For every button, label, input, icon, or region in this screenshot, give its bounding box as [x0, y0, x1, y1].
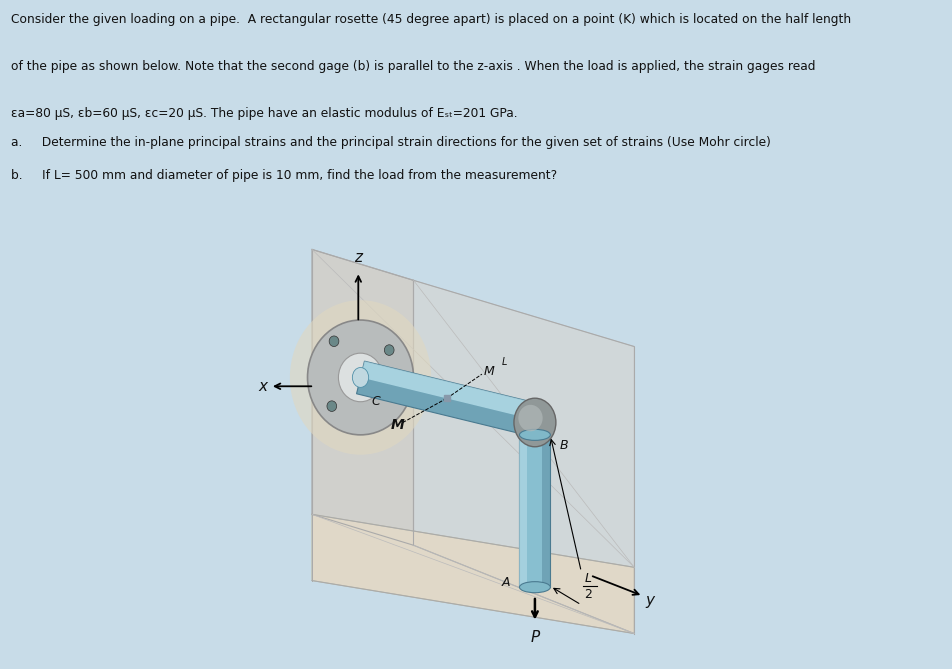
Text: εa=80 μS, εb=60 μS, εc=20 μS. The pipe have an elastic modulus of Eₛₜ=201 GPa.: εa=80 μS, εb=60 μS, εc=20 μS. The pipe h… [11, 107, 518, 120]
Polygon shape [312, 250, 413, 545]
Polygon shape [312, 514, 634, 634]
Polygon shape [413, 280, 634, 634]
Polygon shape [361, 361, 537, 419]
Ellipse shape [514, 398, 556, 447]
Polygon shape [520, 435, 550, 587]
Text: L: L [585, 572, 591, 585]
Text: x: x [258, 379, 267, 394]
Text: Consider the given loading on a pipe.  A rectangular rosette (45 degree apart) i: Consider the given loading on a pipe. A … [11, 13, 851, 25]
Text: P: P [530, 630, 540, 645]
Text: y: y [645, 593, 654, 608]
Text: M: M [485, 365, 495, 379]
Text: A: A [502, 576, 510, 589]
Polygon shape [543, 435, 550, 587]
Text: b.     If L= 500 mm and diameter of pipe is 10 mm, find the load from the measur: b. If L= 500 mm and diameter of pipe is … [11, 169, 558, 183]
Text: L: L [502, 357, 507, 367]
Polygon shape [357, 377, 533, 436]
Ellipse shape [329, 336, 339, 347]
Polygon shape [357, 361, 537, 436]
Ellipse shape [385, 345, 394, 355]
Ellipse shape [520, 429, 550, 440]
Ellipse shape [327, 401, 337, 411]
Text: M: M [391, 418, 405, 432]
Text: a.     Determine the in-plane principal strains and the principal strain directi: a. Determine the in-plane principal stra… [11, 136, 771, 149]
Text: C: C [371, 395, 380, 408]
Ellipse shape [307, 320, 413, 435]
Text: B: B [559, 440, 567, 452]
Ellipse shape [520, 581, 550, 593]
Polygon shape [520, 435, 527, 587]
Ellipse shape [352, 367, 368, 387]
Text: 2: 2 [584, 588, 592, 601]
Text: z: z [354, 250, 363, 265]
Ellipse shape [518, 405, 543, 432]
Ellipse shape [338, 353, 383, 401]
Ellipse shape [289, 300, 431, 455]
Text: of the pipe as shown below. Note that the second gage (b) is parallel to the z-a: of the pipe as shown below. Note that th… [11, 60, 816, 73]
